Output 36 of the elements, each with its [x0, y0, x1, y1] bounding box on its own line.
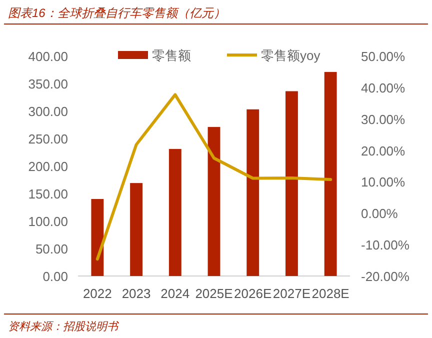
bar	[130, 183, 143, 276]
y2-tick-label: 50.00%	[361, 49, 406, 64]
y-tick-label: 400.00	[28, 49, 68, 64]
y2-tick-label: 10.00%	[361, 174, 406, 190]
bar	[246, 109, 260, 276]
y2-tick-label: 20.00%	[361, 143, 406, 158]
y2-tick-label: 30.00%	[361, 112, 406, 127]
bar	[168, 148, 182, 276]
line-series	[96, 93, 332, 261]
y2-tick-label: -10.00%	[361, 238, 410, 253]
x-tick-label: 2023	[122, 286, 151, 301]
y-tick-label: 150.00	[28, 186, 68, 202]
x-tick-label: 2026E	[234, 286, 272, 301]
y-tick-label: 0.00	[42, 269, 68, 284]
legend-label: 零售额	[152, 48, 191, 63]
bar	[208, 126, 220, 276]
text: 资料来源：招股说明书	[8, 320, 120, 333]
y2-tick-label: 40.00%	[361, 80, 406, 96]
y2-tick-label: -20.00%	[361, 269, 410, 284]
y-tick-label: 300.00	[28, 104, 68, 119]
y-tick-label: 100.00	[28, 214, 68, 229]
bar	[91, 199, 104, 276]
y-tick-label: 50.00	[35, 242, 68, 256]
bar	[285, 91, 298, 276]
x-tick-label: 2027E	[272, 286, 311, 301]
x-tick-label: 2028E	[312, 286, 350, 301]
y-tick-label: 200.00	[28, 159, 68, 174]
x-tick-label: 2024	[160, 286, 190, 301]
x-tick-label: 2025E	[195, 286, 234, 301]
legend-label: 零售额yoy	[261, 48, 321, 63]
bar	[324, 72, 337, 276]
chart-title: 图表16：全球折叠自行车零售额（亿元）	[8, 6, 226, 20]
y2-tick-label: 0.00%	[361, 206, 398, 222]
y-tick-label: 350.00	[28, 76, 68, 92]
x-tick-label: 2022	[82, 286, 112, 301]
y-tick-label: 250.00	[28, 132, 68, 146]
